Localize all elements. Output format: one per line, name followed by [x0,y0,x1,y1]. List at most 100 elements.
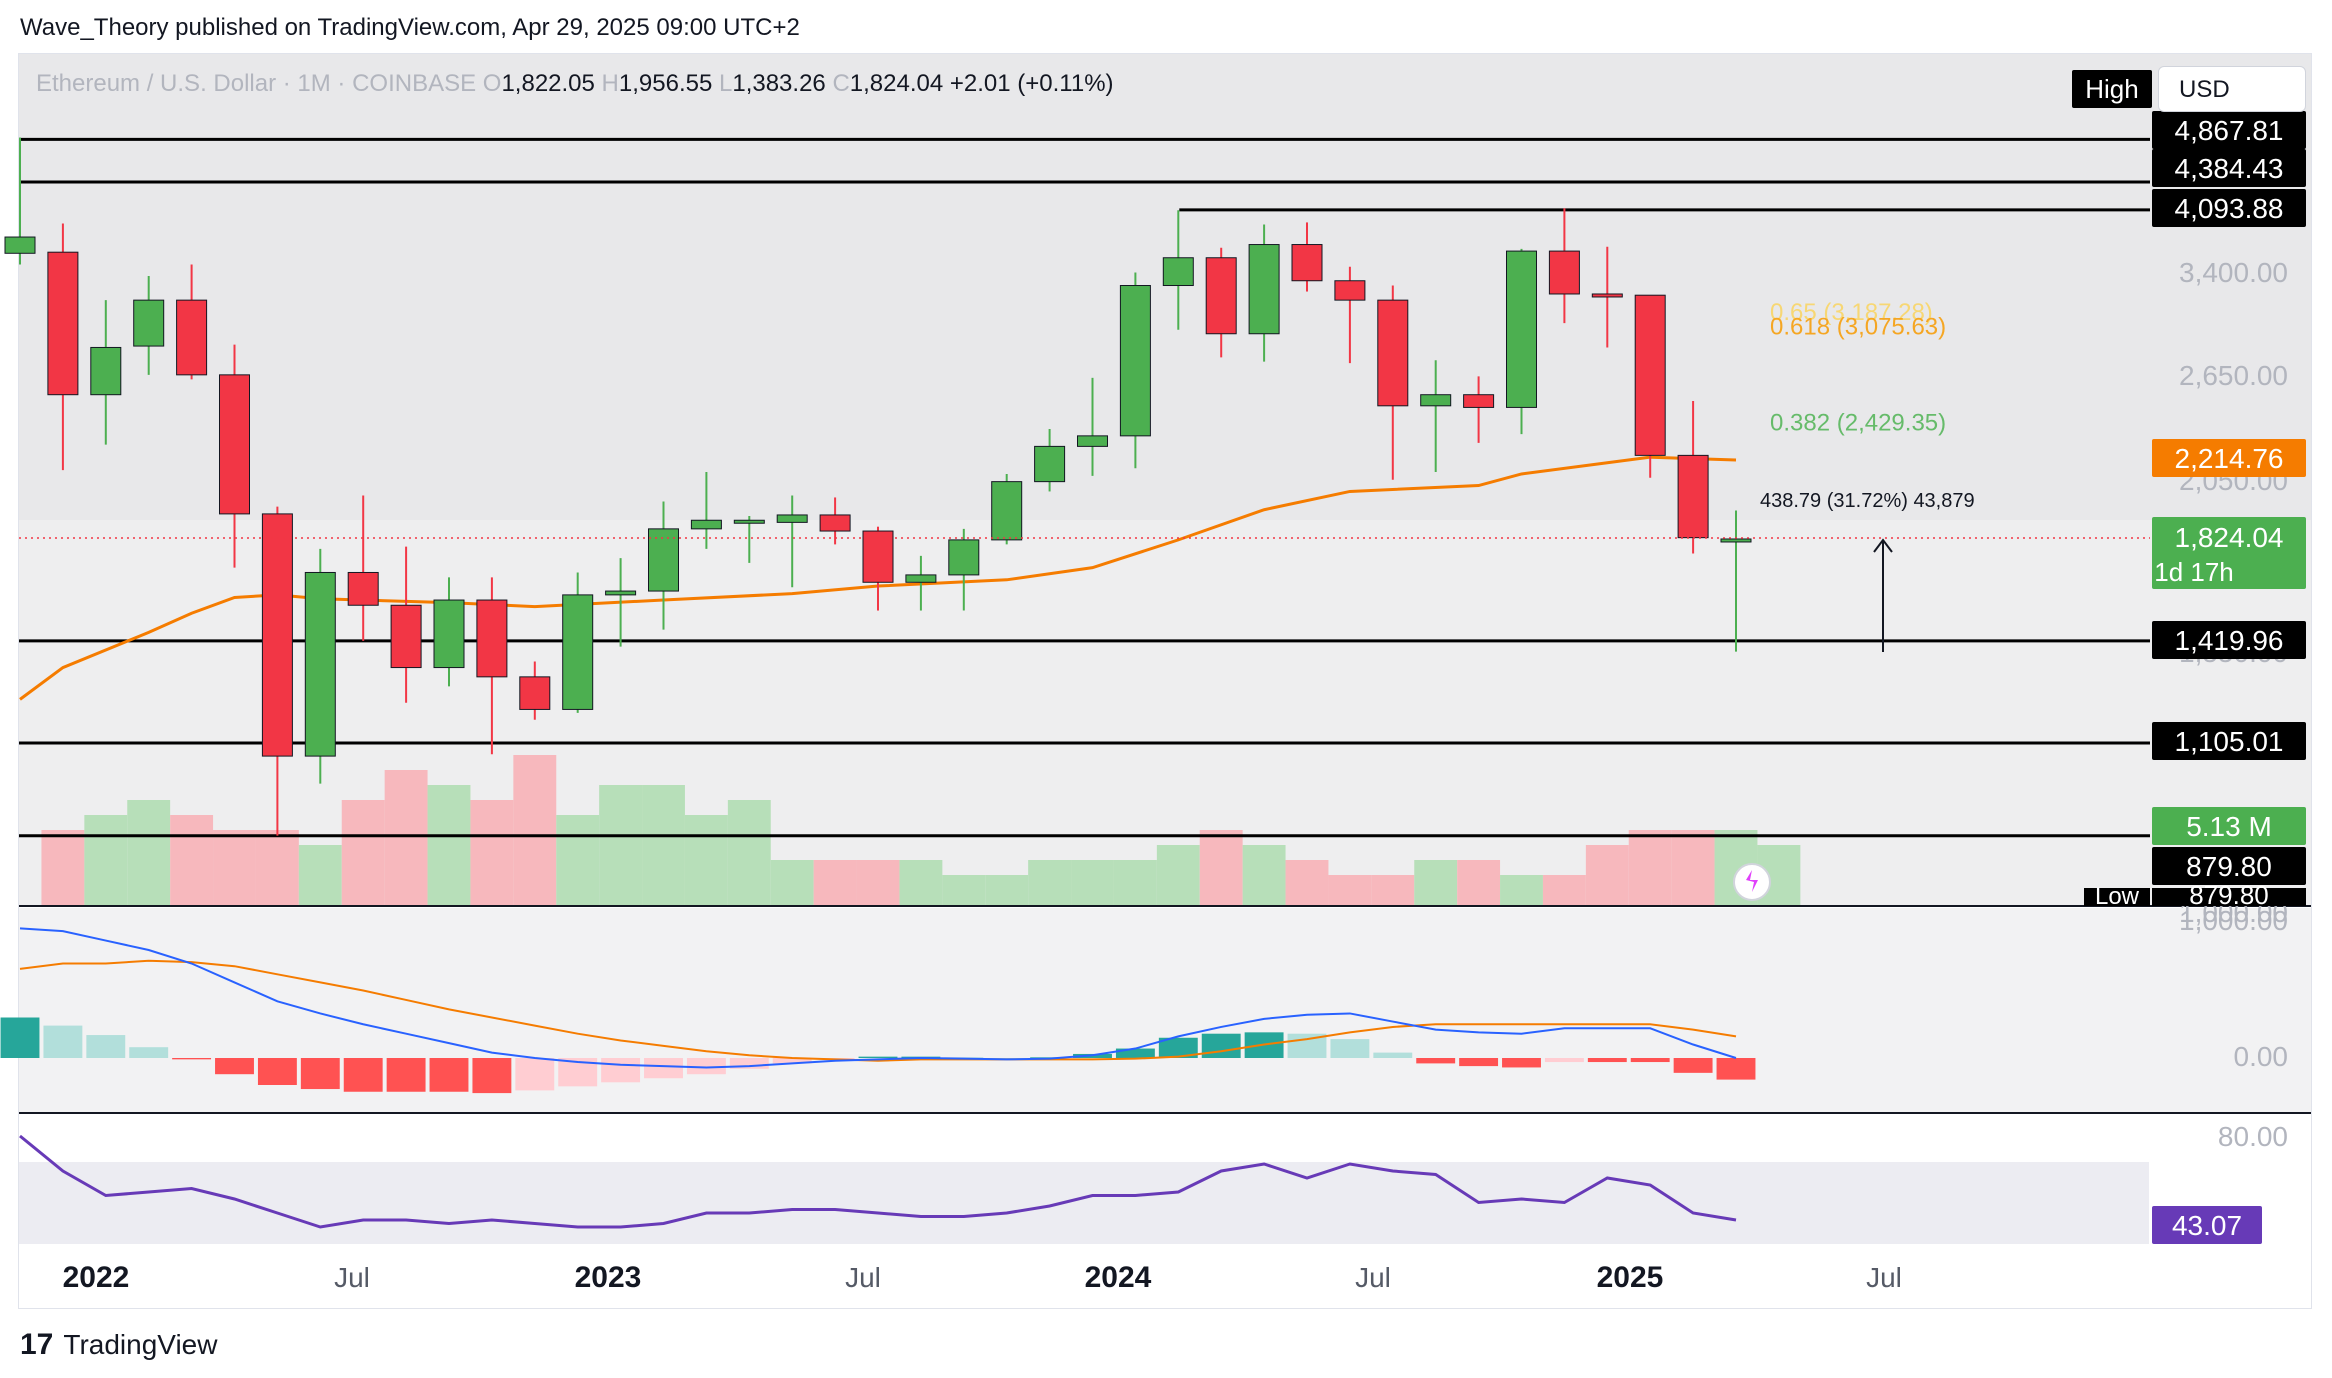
candle-body [690,519,722,530]
candle-body [1034,445,1066,483]
volume-bar [427,785,471,905]
horizontal-levels [19,137,2150,838]
volume-bar [942,875,986,905]
volume-bar [1328,875,1372,905]
rsi-indicator [19,1134,1737,1229]
price-badge-background [2152,722,2306,760]
volume-bar [341,800,385,905]
candle-body [1463,394,1495,408]
price-badge-background [2152,888,2306,906]
macd-histogram-bar [1115,1048,1155,1058]
price-badge-countdown: 1d 17h [2154,557,2234,587]
measure-arrow [1873,538,1893,652]
volume-bar [813,860,857,905]
candle-body [90,346,122,396]
macd-histogram-bar [1673,1058,1713,1073]
volume-bar [899,860,943,905]
macd-histogram-bar [1030,1057,1070,1058]
macd-line [19,927,1737,1069]
fib-label: 0.382 (2,429.35) [1770,409,1946,436]
macd-histogram-bar [1630,1058,1670,1063]
volume-bar [1242,845,1286,905]
y-tick-label: 3,400.00 [2179,257,2288,288]
macd-histogram-bar [601,1058,641,1083]
volume-bar [384,770,428,905]
open-label: O [482,70,502,97]
volume-bar [470,800,514,905]
volume-bar [1199,830,1243,905]
volume-bar [513,755,557,905]
close-value: 1,824.04 [849,70,944,97]
macd-histogram-bar [644,1058,683,1079]
high-marker: High [2072,70,2152,108]
volume-bar [1542,875,1586,905]
price-badge-label: 879.80 [2189,880,2269,910]
volume-bar [170,815,214,905]
candle-body [1162,257,1194,287]
rsi-value-badge [2152,1206,2262,1244]
macd-histogram-bar [1373,1052,1413,1058]
volume-bar [1500,875,1543,905]
candle-body [1506,250,1537,408]
tradingview-brand[interactable]: 17 TradingView [20,1328,217,1362]
ma-line [19,455,1737,701]
macd-histogram-bar [172,1058,212,1060]
open-value: 1,822.05 [501,70,595,97]
x-tick-label: Jul [1866,1262,1902,1293]
x-tick-label: 2024 [1085,1261,1152,1294]
measure-label: 438.79 (31.72%) 43,879 [1760,490,1975,512]
macd-histogram-bar [86,1035,126,1058]
candle-body [1677,454,1709,539]
macd-histogram-bar [429,1058,469,1092]
candle-body [433,599,465,669]
candle-body [47,251,79,396]
fib-labels: 0.65 (3,187.28)0.618 (3,075.63) 0.382 (2,… [1770,299,1946,437]
high-label: H [601,70,619,97]
candle-body [1548,250,1580,295]
price-badge-background [2152,111,2306,149]
macd-histogram-bar [1459,1058,1499,1067]
volume-bar [41,830,85,905]
price-badge-background [2152,439,2306,477]
brand-name: TradingView [63,1329,218,1360]
macd-histogram-bar [729,1058,769,1069]
low-value: 1,383.26 [732,70,826,97]
volume-bar [1285,860,1329,905]
candle-body [605,590,637,596]
volume-bar [642,785,685,905]
volume-bar [770,860,814,905]
price-badge-label: 2,214.76 [2175,443,2284,474]
sparkle-icon[interactable] [1733,863,1771,901]
candle-body [304,571,336,757]
volume-bar [985,875,1029,905]
volume-bar [599,785,643,905]
candle-body [1377,299,1409,407]
price-badge-label: 4,867.81 [2175,115,2284,146]
fib-label: 0.65 (3,187.28) [1770,299,1933,326]
price-badge-background [2152,517,2306,589]
macd-histogram-bar [1201,1033,1241,1058]
price-badge-background [2152,807,2306,845]
price-badge-label: 1,824.04 [2175,522,2284,553]
symbol-name[interactable]: Ethereum / U.S. Dollar · 1M · COINBASE [36,70,477,97]
volume-bar [1671,830,1715,905]
price-badge-background [2152,847,2306,885]
rsi-band [19,1162,2149,1244]
candle-body [390,604,422,669]
price-badge-label: 5.13 M [2186,811,2272,842]
candle-body [819,514,851,532]
candle-body [1205,257,1237,335]
candle-body [991,481,1023,541]
macd-histogram-bar [772,1058,812,1064]
candle-body [562,594,594,710]
x-tick-label: 2022 [63,1261,130,1294]
currency-button[interactable]: USD [2158,66,2306,112]
macd-histogram-bar [300,1058,340,1090]
x-tick-label: Jul [1355,1262,1391,1293]
volume-bar [684,815,728,905]
volume-bar [1071,860,1114,905]
volume-bar [1156,845,1200,905]
macd-histogram-bar [43,1025,83,1058]
volume-bar [127,800,171,905]
